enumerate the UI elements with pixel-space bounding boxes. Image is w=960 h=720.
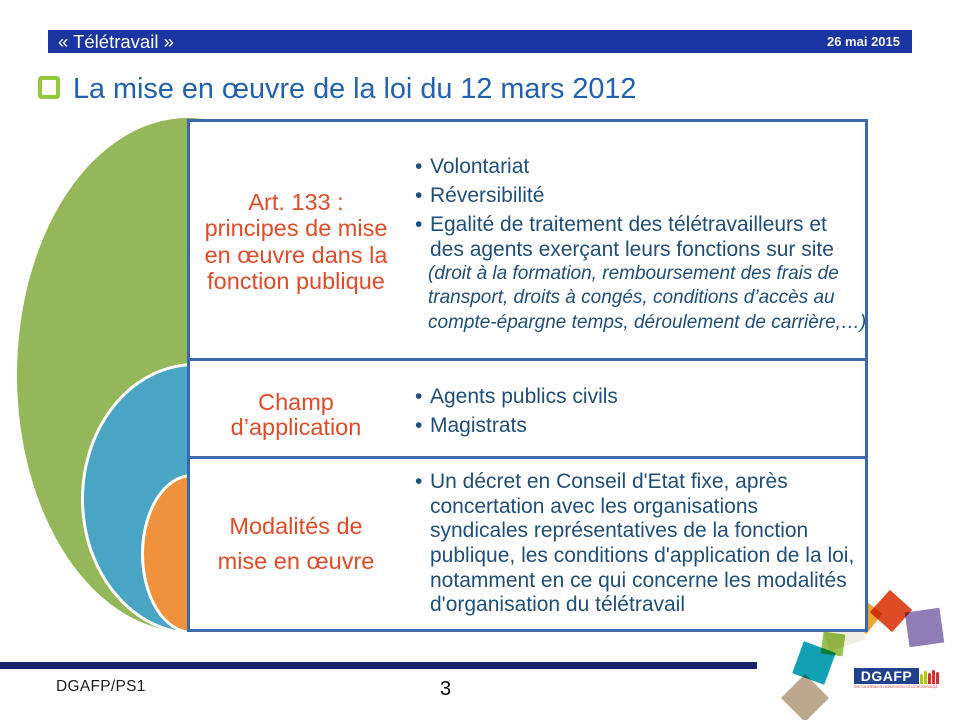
dgafp-logo-text: DGAFP (854, 668, 919, 684)
bullet-text: des agents exerçant leurs fonctions sur … (430, 237, 834, 261)
bullet-item: • Egalité de traitement des télétravaille… (415, 212, 866, 335)
label-line: fonction publique (207, 267, 385, 294)
bullet-line: • Magistrats (415, 413, 865, 438)
bullet-line: notamment en ce qui concerne les modalit… (415, 569, 865, 594)
content-box: Art. 133 : principes de mise en œuvre da… (187, 119, 868, 632)
bullet-line: • Egalité de traitement des télétravaille… (415, 212, 866, 237)
person-bar-icon (924, 671, 927, 684)
bullet-text: Volontariat (430, 154, 530, 178)
program-label: « Télétravail » (58, 31, 174, 52)
row-principles: Art. 133 : principes de mise en œuvre da… (190, 122, 867, 357)
bullet-item: • Magistrats (415, 413, 865, 438)
bullet-text: Réversibilité (430, 183, 545, 207)
bullet-text: publique, les conditions d'application d… (430, 544, 855, 567)
dgafp-logo-people-icon (920, 669, 940, 684)
bullet-text: d'organisation du télétravail (430, 593, 686, 617)
person-bar-icon (920, 674, 923, 684)
bullet-line: • Réversibilité (415, 183, 866, 208)
bullet-dot-icon: • (415, 413, 423, 437)
bullet-dot-icon: • (415, 384, 423, 408)
bullet-text: transport, droits à congés, conditions d… (428, 287, 835, 309)
bullet-text: Un décret en Conseil d'Etat fixe, après (430, 470, 788, 494)
bullet-line: (droit à la formation, remboursement des… (415, 262, 866, 286)
bullet-dot-icon: • (415, 183, 423, 207)
bullet-item: • Agents publics civils (415, 384, 865, 409)
bullet-text: compte-épargne temps, déroulement de car… (428, 311, 867, 333)
bullet-dot-icon: • (415, 154, 423, 178)
bullet-dot-icon: • (415, 470, 423, 494)
slide-title: La mise en œuvre de la loi du 12 mars 20… (73, 73, 637, 105)
person-bar-icon (936, 672, 939, 684)
row-scope-content: • Agents publics civils • Magistrats (402, 384, 865, 438)
row-modalities-content: • Un décret en Conseil d'Etat fixe, après… (402, 470, 865, 618)
row-separator-2 (190, 456, 865, 459)
deco-square-purple (904, 607, 945, 648)
bullet-dot-icon: • (415, 212, 423, 236)
bullet-line: • Agents publics civils (415, 384, 865, 409)
date-label: 26 mai 2015 (826, 34, 900, 49)
row-principles-label: Art. 133 : principes de mise en œuvre da… (190, 189, 402, 295)
bullet-text: syndicales représentatives de la fonctio… (430, 519, 809, 543)
label-line: principes de mise (204, 215, 388, 242)
bullet-line: transport, droits à congés, conditions d… (415, 286, 866, 310)
person-bar-icon (932, 670, 935, 684)
bullet-line: concertation avec les organisations (415, 495, 865, 520)
dgafp-logo-caption: DIRECTION GÉNÉRALE DE L'ADMINISTRATION E… (854, 685, 938, 689)
header-bar: « Télétravail » 26 mai 2015 (48, 30, 912, 53)
bullet-text: Agents publics civils (430, 384, 618, 408)
deco-square-green (820, 631, 846, 657)
label-line: Modalités de (229, 513, 363, 539)
footer-line (0, 662, 757, 669)
row-modalities-label: Modalités de mise en œuvre (190, 512, 402, 576)
label-line: d’application (230, 413, 362, 440)
bullet-line: • Un décret en Conseil d'Etat fixe, après (415, 470, 865, 495)
row-scope: Champ d’application • Agents publics civi… (190, 361, 865, 456)
bullet-item: • Volontariat (415, 154, 866, 179)
bullet-text: notamment en ce qui concerne les modalit… (430, 568, 847, 592)
bullet-text: Magistrats (430, 413, 527, 437)
person-bar-icon (928, 673, 931, 684)
bullet-item: • Réversibilité (415, 183, 866, 208)
bullet-line: syndicales représentatives de la fonctio… (415, 519, 865, 544)
bullet-line: • Volontariat (415, 154, 866, 179)
page-number: 3 (440, 678, 452, 700)
label-line: Champ (258, 388, 334, 415)
bullet-text: concertation avec les organisations (430, 494, 759, 518)
label-line: mise en œuvre (217, 548, 375, 574)
bullet-text: (droit à la formation, remboursement des… (428, 262, 839, 284)
row-scope-label: Champ d’application (190, 388, 402, 440)
bullet-line: compte-épargne temps, déroulement de car… (415, 311, 866, 335)
checkbox-bullet-icon (38, 76, 60, 99)
bullet-line: des agents exerçant leurs fonctions sur … (415, 237, 866, 262)
row-principles-content: • Volontariat • Réversibilité • Egalité de … (402, 154, 866, 335)
bullet-line: publique, les conditions d'application d… (415, 544, 865, 569)
row-separator-1 (190, 358, 865, 361)
bullet-text: Egalité de traitement des télétravailleu… (430, 212, 827, 236)
label-line: Art. 133 : (248, 188, 344, 215)
footer-reference: DGAFP/PS1 (56, 678, 146, 695)
row-modalities: Modalités de mise en œuvre • Un décret en… (190, 459, 865, 629)
label-line: en œuvre dans la (204, 241, 388, 268)
bullet-line: d'organisation du télétravail (415, 593, 865, 618)
bullet-item: • Un décret en Conseil d'Etat fixe, après… (415, 470, 865, 618)
